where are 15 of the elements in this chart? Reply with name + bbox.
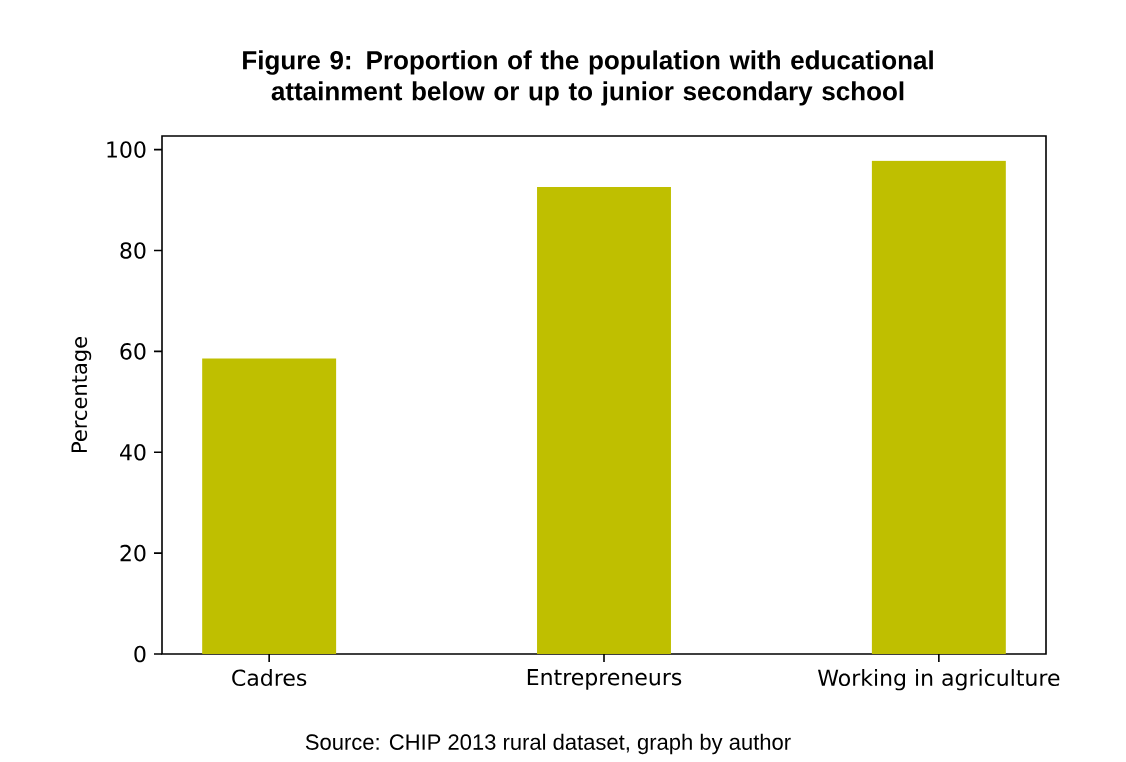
x-tick-label: Entrepreneurs — [527, 669, 682, 690]
chart-title: Figure 9: Proportion of the population with educational attainment below or up to junior secondary school — [243, 50, 933, 106]
x-tick-label: Cadres — [232, 669, 307, 687]
source-note: Source: CHIP 2013 rural dataset, graph by author — [305, 733, 791, 755]
y-tick-label: 100 — [107, 141, 146, 158]
y-tick-label: 80 — [120, 242, 146, 259]
y-axis-title: Percentage — [71, 337, 92, 452]
y-tick-label: 0 — [134, 645, 146, 663]
bar — [537, 186, 671, 654]
y-tick-label: 60 — [120, 343, 146, 360]
y-tick-label: 40 — [120, 443, 146, 461]
y-tick-label: 20 — [120, 544, 146, 562]
bar — [871, 160, 1006, 654]
bar — [202, 358, 337, 654]
x-tick-label: Working in agriculture — [817, 669, 1060, 691]
